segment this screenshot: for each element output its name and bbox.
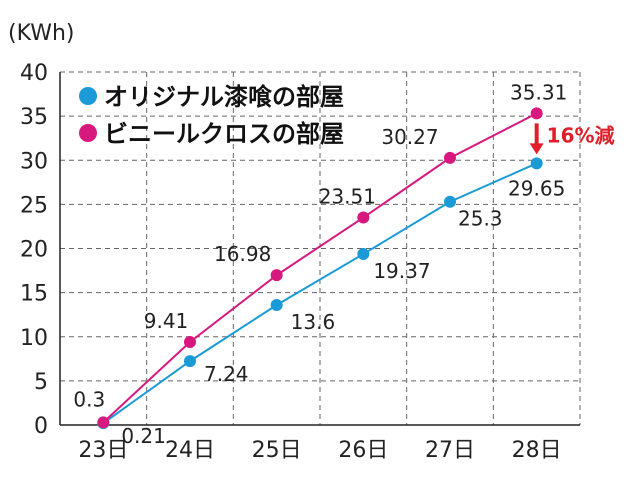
x-tick-label: 28日 — [512, 438, 562, 463]
y-tick-label: 25 — [20, 193, 48, 218]
y-tick-label: 40 — [20, 61, 48, 86]
data-point-s1 — [357, 248, 370, 261]
x-tick-labels: 23日 24日 25日 26日 27日 28日 — [78, 438, 561, 463]
legend-marker-1 — [79, 87, 97, 105]
y-tick-label: 20 — [20, 238, 48, 263]
data-label: 13.6 — [291, 310, 336, 334]
data-point-s2 — [530, 107, 543, 120]
x-tick-label: 27日 — [425, 438, 475, 463]
data-label: 0.3 — [73, 387, 105, 411]
y-tick-label: 35 — [20, 105, 48, 130]
series-line-2 — [102, 112, 538, 424]
data-label: 30.27 — [381, 125, 438, 149]
x-tick-label: 26日 — [338, 438, 388, 463]
data-point-s1 — [444, 195, 456, 208]
data-point-s2 — [184, 335, 196, 348]
data-label: 9.41 — [144, 309, 189, 333]
data-point-s2 — [97, 416, 110, 429]
arrow-head — [529, 143, 544, 155]
series-group — [97, 107, 543, 430]
legend-marker-2 — [79, 124, 97, 142]
y-axis-unit-label: (KWh) — [8, 21, 75, 46]
y-tick-label: 30 — [20, 149, 48, 174]
data-point-s2 — [357, 211, 370, 224]
data-label: 7.24 — [204, 362, 249, 386]
x-tick-label: 24日 — [165, 438, 215, 463]
y-tick-labels: 0 5 10 15 20 25 30 35 40 — [20, 61, 48, 439]
data-label: 25.3 — [458, 207, 503, 231]
y-tick-label: 0 — [34, 414, 48, 439]
data-label: 16.98 — [214, 242, 271, 266]
data-point-s2 — [444, 151, 456, 164]
data-point-s2 — [270, 269, 283, 282]
data-point-s1 — [530, 157, 543, 170]
series-line-1 — [102, 162, 538, 424]
y-tick-label: 10 — [20, 326, 48, 351]
axes — [59, 72, 580, 426]
x-tick-label: 25日 — [252, 438, 302, 463]
legend-label-1: オリジナル漆喰の部屋 — [104, 83, 344, 111]
difference-annotation: 16%減 — [529, 123, 615, 155]
annotation-label: 16%減 — [547, 123, 615, 147]
data-label: 29.65 — [508, 176, 565, 200]
data-label: 19.37 — [373, 259, 430, 283]
data-point-s1 — [184, 355, 196, 368]
y-tick-label: 5 — [34, 370, 48, 395]
data-labels: 0.21 7.24 13.6 19.37 25.329.65 0.3 9.41 16.98 23… — [73, 80, 567, 448]
data-label: 0.21 — [121, 424, 166, 448]
data-label: 23.51 — [319, 185, 376, 209]
data-point-s1 — [270, 298, 283, 311]
legend-label-2: ビニールクロスの部屋 — [104, 120, 344, 148]
y-tick-label: 15 — [20, 282, 48, 307]
x-tick-label: 23日 — [78, 438, 128, 463]
grid — [60, 71, 581, 425]
data-label: 35.31 — [510, 80, 567, 104]
